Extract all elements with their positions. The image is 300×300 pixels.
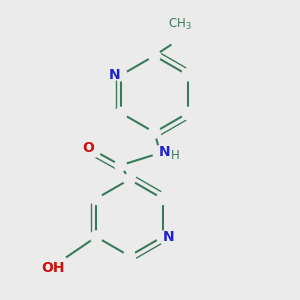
Circle shape: [124, 250, 135, 262]
Circle shape: [50, 254, 67, 271]
Circle shape: [116, 69, 127, 81]
Circle shape: [157, 231, 168, 243]
Text: H: H: [171, 149, 180, 162]
Circle shape: [182, 69, 194, 81]
Circle shape: [124, 174, 135, 185]
Circle shape: [88, 144, 100, 157]
Circle shape: [116, 107, 127, 119]
Text: N: N: [109, 68, 121, 82]
Text: CH$_3$: CH$_3$: [169, 17, 192, 32]
Circle shape: [182, 107, 194, 119]
Circle shape: [148, 126, 160, 138]
Circle shape: [157, 193, 168, 205]
Circle shape: [153, 146, 168, 160]
Text: N: N: [159, 145, 170, 159]
Circle shape: [115, 159, 126, 171]
Text: N: N: [163, 230, 175, 244]
Text: O: O: [82, 141, 94, 155]
Circle shape: [90, 193, 102, 205]
Circle shape: [90, 231, 102, 243]
Circle shape: [171, 31, 187, 48]
Text: OH: OH: [42, 261, 65, 275]
Circle shape: [148, 50, 160, 62]
